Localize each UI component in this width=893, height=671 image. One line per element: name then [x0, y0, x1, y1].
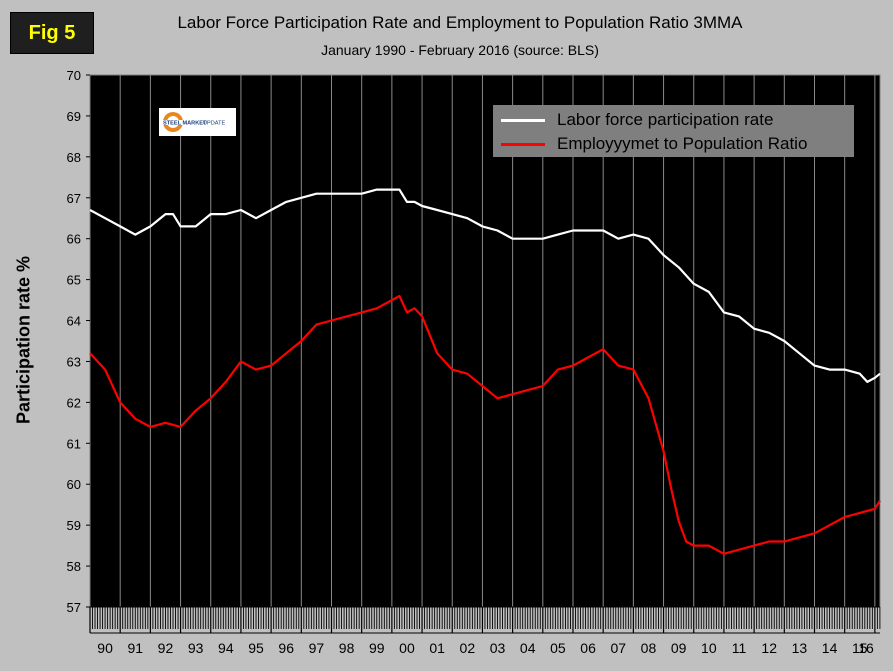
legend-swatch-red: [501, 142, 545, 146]
x-tick-label: 14: [822, 640, 838, 656]
plot-area: [89, 74, 881, 608]
x-tick-label: 13: [792, 640, 808, 656]
svg-text:STEEL MARKET: STEEL MARKET: [163, 121, 207, 127]
x-tick-label: 93: [188, 640, 204, 656]
x-tick-label: 07: [610, 640, 626, 656]
chart-title: Labor Force Participation Rate and Emplo…: [177, 13, 743, 32]
figure-badge-label: Fig 5: [28, 21, 76, 44]
x-tick-label: 09: [671, 640, 687, 656]
y-tick-label: 63: [67, 354, 81, 369]
legend-label-employment: Employyymet to Population Ratio: [557, 134, 808, 153]
legend-item-participation: Labor force participation rate: [501, 110, 773, 130]
x-tick-label: 94: [218, 640, 234, 656]
legend-item-employment: Employyymet to Population Ratio: [501, 134, 807, 154]
x-tick-label: 98: [339, 640, 355, 656]
x-tick-label: 03: [490, 640, 506, 656]
x-tick-label: 01: [429, 640, 445, 656]
x-tick-label: 16: [858, 640, 874, 656]
employment-ratio-line: [89, 294, 881, 555]
y-tick-label: 62: [67, 395, 81, 410]
svg-text:UPDATE: UPDATE: [203, 121, 226, 127]
y-tick-label: 64: [67, 314, 81, 329]
chart-legend: Labor force participation rate Employyym…: [493, 105, 854, 157]
y-tick-label: 68: [67, 150, 81, 165]
y-tick-label: 58: [67, 559, 81, 574]
y-tick-label: 61: [67, 436, 81, 451]
chart-subtitle: January 1990 - February 2016 (source: BL…: [321, 42, 599, 58]
x-tick-label: 96: [278, 640, 294, 656]
figure-badge: Fig 5: [10, 12, 94, 54]
x-tick-label: 15: [852, 640, 868, 656]
y-tick-label: 65: [67, 273, 81, 288]
x-tick-label: 08: [641, 640, 657, 656]
x-tick-label: 92: [158, 640, 174, 656]
y-tick-label: 60: [67, 477, 81, 492]
x-tick-label: 05: [550, 640, 566, 656]
legend-label-participation: Labor force participation rate: [557, 110, 774, 129]
y-tick-label: 59: [67, 518, 81, 533]
y-tick-label: 66: [67, 232, 81, 247]
y-tick-label: 70: [67, 68, 81, 83]
x-tick-label: 02: [460, 640, 476, 656]
y-tick-label: 69: [67, 109, 81, 124]
x-tick-label: 11: [732, 640, 747, 656]
x-tick-label: 12: [761, 640, 777, 656]
x-tick-label: 91: [127, 640, 143, 656]
participation-rate-line: [89, 188, 881, 383]
x-tick-label: 95: [248, 640, 264, 656]
x-tick-label: 10: [701, 640, 717, 656]
x-tick-label: 04: [520, 640, 536, 656]
y-tick-label: 67: [67, 191, 81, 206]
x-tick-label: 06: [580, 640, 596, 656]
x-tick-label: 00: [399, 640, 415, 656]
legend-swatch-white: [501, 118, 545, 122]
steel-market-update-logo: STEEL MARKET UPDATE: [159, 108, 236, 136]
x-tick-label: 97: [309, 640, 325, 656]
x-tick-label: 99: [369, 640, 385, 656]
y-tick-label: 57: [67, 600, 81, 615]
x-tick-label: 90: [97, 640, 113, 656]
